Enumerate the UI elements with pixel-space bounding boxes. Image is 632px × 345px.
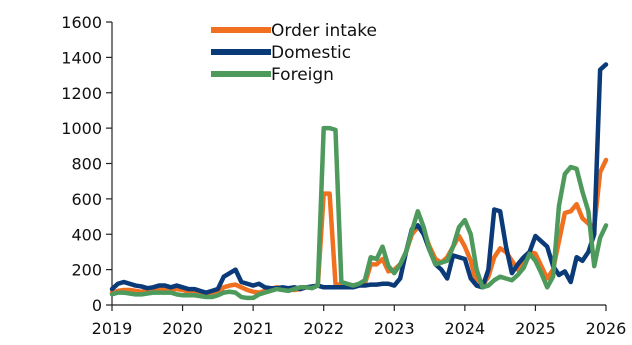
x-tick-label: 2022 (303, 319, 344, 338)
y-tick-label: 200 (71, 261, 102, 280)
legend-label-order-intake: Order intake (271, 21, 377, 41)
x-tick-label: 2026 (586, 319, 627, 338)
x-tick-label: 2019 (92, 319, 133, 338)
y-tick-label: 1600 (61, 13, 102, 32)
series-line-foreign (109, 125, 609, 301)
y-tick-label: 1200 (61, 84, 102, 103)
x-tick-label: 2024 (444, 319, 485, 338)
y-ticks: 0 200 400 600 800 1000 1200 1400 1600 (61, 13, 112, 315)
y-tick-label: 400 (71, 225, 102, 244)
legend-label-foreign: Foreign (271, 65, 334, 85)
axes (111, 22, 606, 306)
x-tick-label: 2025 (515, 319, 556, 338)
x-tick-label: 2023 (374, 319, 415, 338)
legend-label-domestic: Domestic (271, 43, 351, 63)
y-tick-label: 800 (71, 155, 102, 174)
series-line-order-intake (109, 157, 609, 298)
y-tick-label: 1000 (61, 119, 102, 138)
series-lines (109, 62, 609, 301)
x-ticks: 2019 2020 2021 2022 2023 2024 2025 2026 (92, 305, 627, 338)
y-tick-label: 0 (92, 296, 102, 315)
y-tick-label: 1400 (61, 48, 102, 67)
x-tick-label: 2021 (233, 319, 274, 338)
x-tick-label: 2020 (162, 319, 203, 338)
y-tick-label: 600 (71, 190, 102, 209)
